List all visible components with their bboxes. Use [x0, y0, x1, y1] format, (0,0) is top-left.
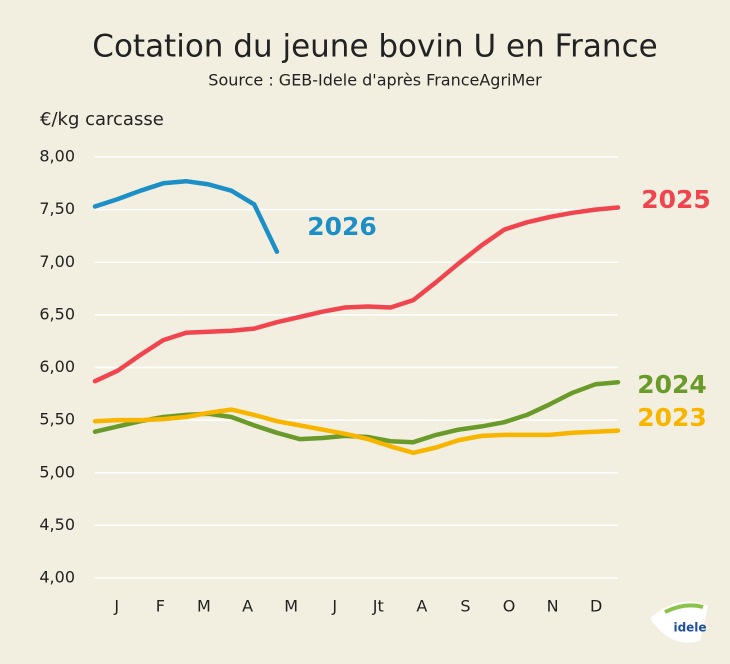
series-label: 2024: [637, 370, 707, 399]
y-tick-label: 5,00: [39, 462, 75, 481]
x-tick-label: D: [590, 597, 602, 616]
series-label: 2023: [637, 403, 707, 432]
y-tick-label: 5,50: [39, 410, 75, 429]
y-tick-label: 4,50: [39, 515, 75, 534]
x-tick-label: A: [242, 597, 253, 616]
x-tick-label: J: [331, 597, 337, 616]
y-tick-label: 8,00: [39, 147, 75, 166]
x-tick-label: Jt: [372, 597, 384, 616]
y-tick-label: 6,00: [39, 357, 75, 376]
series-line: [92, 407, 621, 456]
series-label: 2026: [307, 212, 377, 241]
y-tick-label: 6,50: [39, 304, 75, 323]
series-line: [92, 178, 280, 254]
y-axis-label: €/kg carcasse: [40, 109, 164, 130]
chart-subtitle: Source : GEB-Idele d'après FranceAgriMer: [208, 71, 542, 90]
y-tick-label: 4,00: [39, 568, 75, 587]
x-tick-label: O: [503, 597, 516, 616]
logo-text: idele: [673, 621, 706, 635]
y-tick-label: 7,00: [39, 252, 75, 271]
series-line: [92, 205, 621, 384]
series-label: 2025: [641, 185, 711, 214]
y-tick-label: 7,50: [39, 199, 75, 218]
x-tick-label: S: [460, 597, 470, 616]
x-tick-label: M: [284, 597, 298, 616]
chart-title: Cotation du jeune bovin U en France: [92, 29, 657, 65]
x-tick-label: A: [416, 597, 427, 616]
logo: idele: [650, 601, 708, 643]
x-tick-label: J: [113, 597, 119, 616]
x-tick-label: F: [156, 597, 165, 616]
x-tick-label: M: [197, 597, 211, 616]
x-tick-label: N: [547, 597, 559, 616]
